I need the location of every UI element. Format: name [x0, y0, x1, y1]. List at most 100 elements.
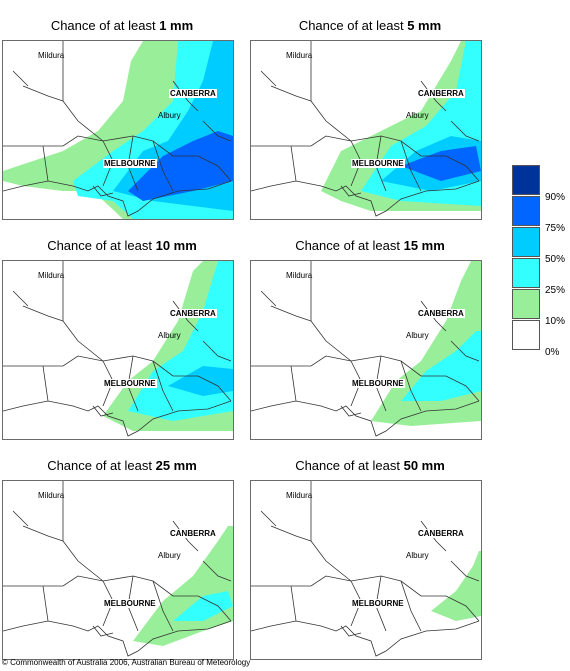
- panel-title: Chance of at least 10 mm: [2, 238, 242, 253]
- city-label: MELBOURNE: [103, 159, 157, 168]
- city-label: Albury: [158, 331, 181, 340]
- boundary-line: [172, 80, 199, 112]
- boundary-line: [310, 481, 352, 582]
- boundary-line: [3, 400, 232, 437]
- legend-label: 75%: [545, 223, 566, 234]
- city-label: Mildura: [38, 51, 65, 60]
- legend-swatch: [512, 165, 540, 195]
- probability-region: [128, 131, 233, 201]
- map-svg: [3, 481, 233, 657]
- panel-title-amount: 10 mm: [155, 238, 197, 253]
- panel-title-prefix: Chance of at least: [47, 458, 156, 473]
- probability-region: [401, 146, 481, 181]
- city-label: Mildura: [286, 491, 313, 500]
- boundary-line: [251, 135, 480, 182]
- map-svg: [251, 481, 481, 657]
- city-label: CANBERRA: [169, 529, 217, 538]
- city-label: MELBOURNE: [103, 379, 157, 388]
- boundary-line: [62, 41, 104, 142]
- probability-region: [431, 551, 481, 621]
- city-label: Mildura: [286, 271, 313, 280]
- city-label: Mildura: [38, 271, 65, 280]
- legend-label: 10%: [545, 316, 566, 327]
- map-svg: [3, 41, 233, 219]
- panel-title-amount: 5 mm: [407, 18, 442, 33]
- map-svg: [3, 261, 233, 437]
- legend-label: 25%: [545, 285, 566, 296]
- panel-title: Chance of at least 15 mm: [250, 238, 490, 253]
- panel-title: Chance of at least 1 mm: [2, 18, 242, 33]
- panel-title-prefix: Chance of at least: [47, 238, 156, 253]
- probability-region: [173, 591, 233, 621]
- boundary-line: [251, 355, 480, 402]
- boundary-line: [310, 261, 352, 362]
- boundary-line: [3, 355, 232, 402]
- panel-title-amount: 50 mm: [403, 458, 445, 473]
- boundary-line: [340, 185, 362, 197]
- boundary-line: [340, 405, 362, 417]
- rainfall-map: Mildura CANBERRA Albury MELBOURNE: [250, 260, 482, 440]
- city-label: MELBOURNE: [351, 379, 405, 388]
- boundary-line: [251, 620, 480, 657]
- boundary-line: [172, 300, 199, 332]
- boundary-line: [92, 185, 114, 197]
- panel-title: Chance of at least 50 mm: [250, 458, 490, 473]
- city-label: CANBERRA: [417, 89, 465, 98]
- city-label: Albury: [406, 331, 429, 340]
- boundary-line: [251, 180, 480, 217]
- city-label: Mildura: [38, 491, 65, 500]
- legend-swatch: [512, 320, 540, 350]
- map-svg: [251, 41, 481, 217]
- panel-title-amount: 25 mm: [155, 458, 197, 473]
- rainfall-map: Mildura CANBERRA Albury MELBOURNE: [2, 260, 234, 440]
- boundary-line: [420, 520, 447, 552]
- panel-title: Chance of at least 25 mm: [2, 458, 242, 473]
- panel-title-amount: 15 mm: [403, 238, 445, 253]
- boundary-line: [340, 625, 362, 637]
- legend-label: 0%: [545, 347, 560, 358]
- boundary-line: [92, 405, 114, 417]
- boundary-line: [62, 481, 104, 582]
- city-label: MELBOURNE: [351, 599, 405, 608]
- city-label: Albury: [158, 551, 181, 560]
- city-label: Albury: [406, 111, 429, 120]
- rainfall-map: Mildura CANBERRA Albury MELBOURNE: [250, 40, 482, 220]
- city-label: CANBERRA: [169, 89, 217, 98]
- city-label: CANBERRA: [169, 309, 217, 318]
- copyright-notice: © Commonwealth of Australia 2006, Austra…: [2, 658, 251, 667]
- boundary-line: [251, 575, 480, 622]
- legend-swatch: [512, 289, 540, 319]
- legend-label: 90%: [545, 192, 566, 203]
- city-label: MELBOURNE: [103, 599, 157, 608]
- rainfall-map: Mildura CANBERRA Albury MELBOURNE: [2, 40, 234, 220]
- panel-title-prefix: Chance of at least: [295, 458, 404, 473]
- probability-region: [168, 366, 233, 396]
- legend-swatch: [512, 196, 540, 226]
- city-label: Mildura: [286, 51, 313, 60]
- boundary-line: [251, 400, 480, 437]
- boundary-line: [3, 575, 232, 622]
- boundary-line: [92, 625, 114, 637]
- city-label: CANBERRA: [417, 529, 465, 538]
- boundary-line: [172, 520, 199, 552]
- boundary-line: [420, 300, 447, 332]
- boundary-line: [62, 261, 104, 362]
- boundary-line: [420, 80, 447, 112]
- panel-title-amount: 1 mm: [159, 18, 194, 33]
- legend-label: 50%: [545, 254, 566, 265]
- boundary-line: [3, 180, 232, 217]
- boundary-line: [3, 620, 232, 657]
- legend-swatch: [512, 258, 540, 288]
- panel-title-prefix: Chance of at least: [298, 18, 408, 33]
- boundary-line: [310, 41, 352, 142]
- city-label: Albury: [158, 111, 181, 120]
- city-label: Albury: [406, 551, 429, 560]
- probability-region: [133, 526, 233, 646]
- city-label: CANBERRA: [417, 309, 465, 318]
- rainfall-map: Mildura CANBERRA Albury MELBOURNE: [250, 480, 482, 660]
- rainfall-map: Mildura CANBERRA Albury MELBOURNE: [2, 480, 234, 660]
- boundary-line: [3, 135, 232, 182]
- legend-swatch: [512, 227, 540, 257]
- city-label: MELBOURNE: [351, 159, 405, 168]
- panel-title: Chance of at least 5 mm: [250, 18, 490, 33]
